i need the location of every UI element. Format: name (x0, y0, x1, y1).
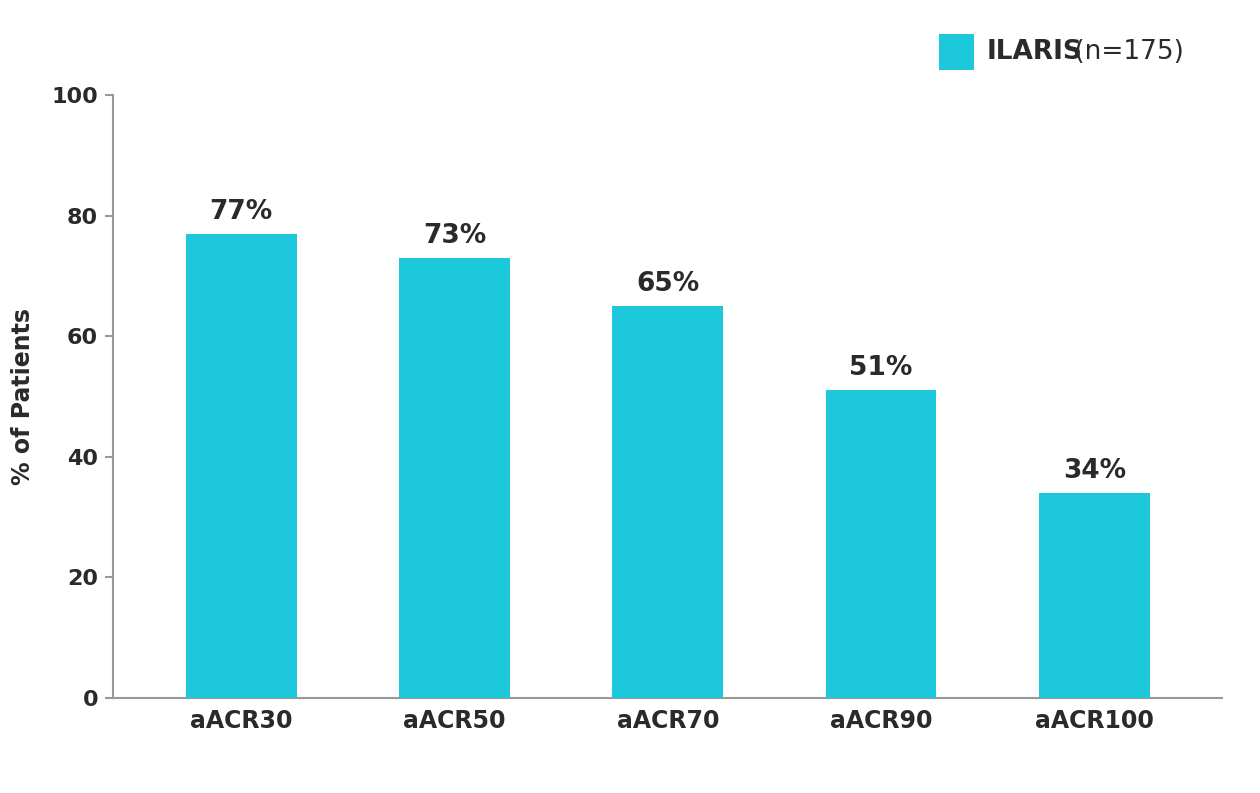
Y-axis label: % of Patients: % of Patients (10, 308, 35, 485)
Text: ILARIS: ILARIS (987, 39, 1082, 64)
Text: 65%: 65% (636, 271, 699, 297)
Text: 73%: 73% (423, 223, 486, 249)
Bar (186, 234, 297, 698)
Text: 77%: 77% (209, 199, 273, 224)
Text: 34%: 34% (1062, 458, 1126, 484)
Bar (399, 258, 510, 698)
Bar (1038, 493, 1149, 698)
Text: (n=175): (n=175) (1066, 39, 1184, 64)
Text: 51%: 51% (849, 355, 912, 381)
Bar (612, 306, 723, 698)
Bar (825, 390, 936, 698)
